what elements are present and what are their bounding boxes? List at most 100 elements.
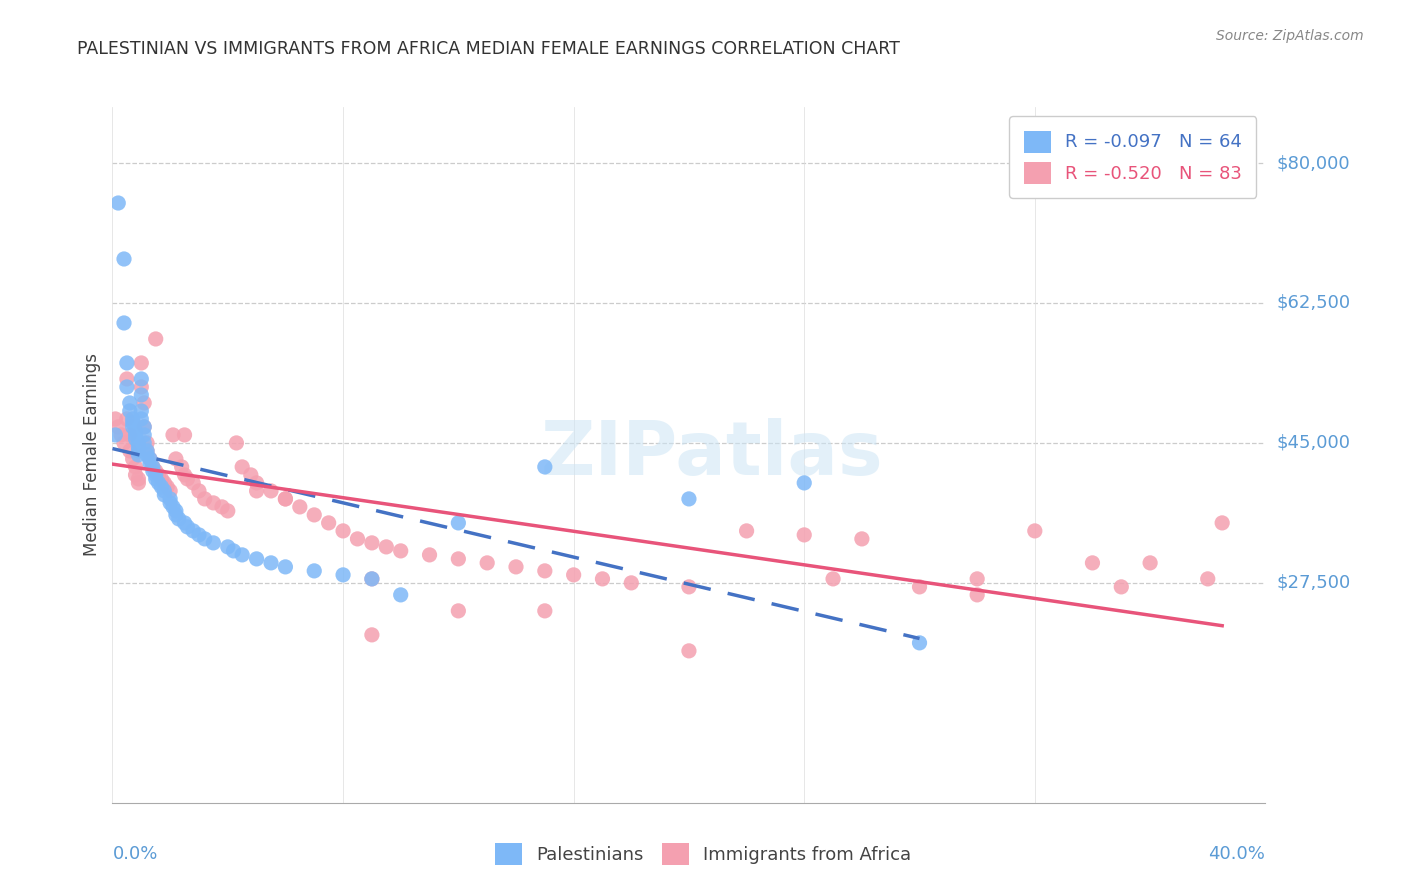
- Point: [239, 467, 262, 482]
- Text: $45,000: $45,000: [1277, 434, 1351, 452]
- Point: [1081, 556, 1104, 570]
- Point: [124, 467, 146, 482]
- Point: [124, 428, 146, 442]
- Point: [678, 644, 700, 658]
- Point: [678, 491, 700, 506]
- Point: [332, 524, 354, 538]
- Point: [346, 532, 368, 546]
- Point: [260, 556, 283, 570]
- Point: [202, 496, 225, 510]
- Point: [118, 404, 141, 418]
- Point: [231, 459, 253, 474]
- Point: [121, 412, 143, 426]
- Point: [360, 536, 382, 550]
- Point: [188, 483, 211, 498]
- Point: [165, 451, 187, 466]
- Text: Source: ZipAtlas.com: Source: ZipAtlas.com: [1216, 29, 1364, 43]
- Point: [112, 436, 135, 450]
- Point: [274, 491, 297, 506]
- Point: [966, 572, 988, 586]
- Point: [231, 548, 253, 562]
- Point: [360, 572, 382, 586]
- Point: [150, 472, 173, 486]
- Point: [118, 444, 141, 458]
- Point: [851, 532, 873, 546]
- Point: [202, 536, 225, 550]
- Point: [115, 412, 138, 426]
- Point: [447, 516, 470, 530]
- Point: [194, 491, 217, 506]
- Point: [304, 564, 326, 578]
- Point: [592, 572, 614, 586]
- Point: [110, 428, 132, 442]
- Point: [148, 467, 170, 482]
- Point: [475, 556, 498, 570]
- Y-axis label: Median Female Earnings: Median Female Earnings: [83, 353, 101, 557]
- Point: [159, 483, 181, 498]
- Point: [318, 516, 340, 530]
- Point: [153, 488, 176, 502]
- Point: [375, 540, 398, 554]
- Text: ZIPatlas: ZIPatlas: [541, 418, 883, 491]
- Point: [165, 504, 187, 518]
- Point: [129, 356, 153, 370]
- Point: [181, 475, 204, 490]
- Point: [134, 396, 156, 410]
- Point: [162, 500, 184, 514]
- Point: [104, 412, 127, 426]
- Point: [129, 404, 153, 418]
- Point: [170, 459, 193, 474]
- Point: [139, 456, 162, 470]
- Point: [159, 491, 181, 506]
- Point: [360, 628, 382, 642]
- Point: [124, 432, 146, 446]
- Point: [142, 459, 165, 474]
- Point: [107, 420, 129, 434]
- Point: [127, 440, 149, 454]
- Point: [389, 544, 412, 558]
- Point: [136, 444, 159, 458]
- Point: [173, 467, 195, 482]
- Point: [121, 420, 143, 434]
- Point: [153, 475, 176, 490]
- Point: [225, 436, 247, 450]
- Point: [118, 428, 141, 442]
- Point: [139, 451, 162, 466]
- Point: [533, 564, 555, 578]
- Point: [735, 524, 758, 538]
- Point: [274, 491, 297, 506]
- Text: $80,000: $80,000: [1277, 154, 1351, 172]
- Point: [107, 196, 129, 211]
- Point: [129, 380, 153, 394]
- Point: [134, 420, 156, 434]
- Point: [222, 544, 245, 558]
- Point: [389, 588, 412, 602]
- Point: [159, 496, 181, 510]
- Point: [142, 459, 165, 474]
- Point: [447, 604, 470, 618]
- Point: [176, 520, 198, 534]
- Point: [217, 540, 239, 554]
- Point: [162, 428, 184, 442]
- Point: [793, 528, 815, 542]
- Text: PALESTINIAN VS IMMIGRANTS FROM AFRICA MEDIAN FEMALE EARNINGS CORRELATION CHART: PALESTINIAN VS IMMIGRANTS FROM AFRICA ME…: [77, 40, 900, 58]
- Point: [533, 604, 555, 618]
- Point: [118, 396, 141, 410]
- Text: $62,500: $62,500: [1277, 294, 1351, 312]
- Point: [148, 475, 170, 490]
- Point: [678, 580, 700, 594]
- Point: [908, 580, 931, 594]
- Point: [134, 428, 156, 442]
- Point: [115, 356, 138, 370]
- Point: [1111, 580, 1133, 594]
- Point: [1024, 524, 1046, 538]
- Point: [176, 472, 198, 486]
- Point: [145, 467, 167, 482]
- Point: [167, 512, 190, 526]
- Point: [150, 480, 173, 494]
- Point: [124, 459, 146, 474]
- Point: [1197, 572, 1219, 586]
- Point: [156, 480, 179, 494]
- Point: [173, 516, 195, 530]
- Point: [360, 572, 382, 586]
